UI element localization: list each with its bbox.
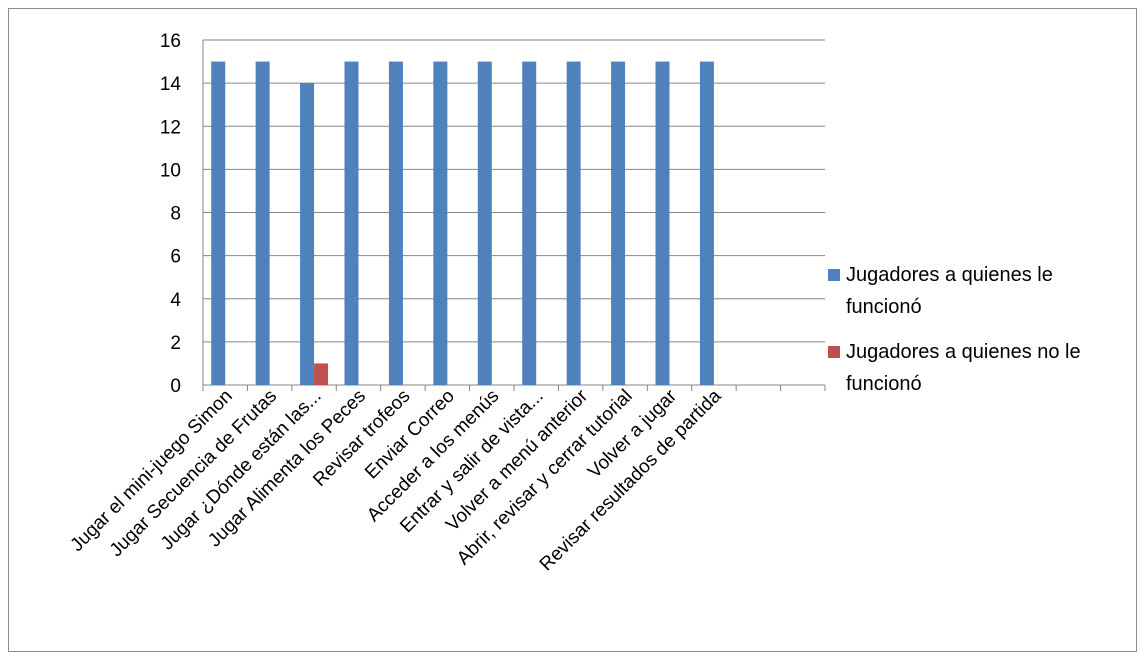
y-tick-label: 12 (160, 117, 181, 138)
legend-label: funcionó (846, 373, 922, 395)
bar-funciono (344, 61, 359, 385)
bar-funciono (255, 61, 270, 385)
bar-funciono (388, 61, 403, 385)
y-tick-label: 8 (170, 204, 181, 225)
bar-funciono (300, 83, 315, 385)
y-tick-label: 2 (170, 333, 181, 354)
bar-funciono (522, 61, 537, 385)
y-tick-label: 16 (160, 31, 181, 52)
legend-label: funcionó (846, 296, 922, 318)
legend-label: Jugadores a quienes no le (846, 341, 1081, 363)
legend-swatch-no-funciono (828, 346, 840, 358)
y-tick-label: 14 (160, 74, 182, 95)
x-tick-label: Jugar Secuencia de Frutas (106, 386, 281, 561)
y-tick-label: 10 (160, 160, 181, 181)
bar-funciono (566, 61, 581, 385)
bar-funciono (477, 61, 492, 385)
bar-no-funciono (314, 363, 329, 385)
y-tick-label: 0 (170, 376, 181, 397)
bar-funciono (699, 61, 714, 385)
bar-funciono (611, 61, 626, 385)
legend-swatch-funciono (828, 269, 840, 281)
y-tick-label: 4 (170, 290, 181, 311)
bar-funciono (655, 61, 670, 385)
legend-label: Jugadores a quienes le (846, 264, 1053, 286)
y-tick-label: 6 (170, 247, 181, 268)
bar-funciono (433, 61, 448, 385)
bar-funciono (211, 61, 226, 385)
